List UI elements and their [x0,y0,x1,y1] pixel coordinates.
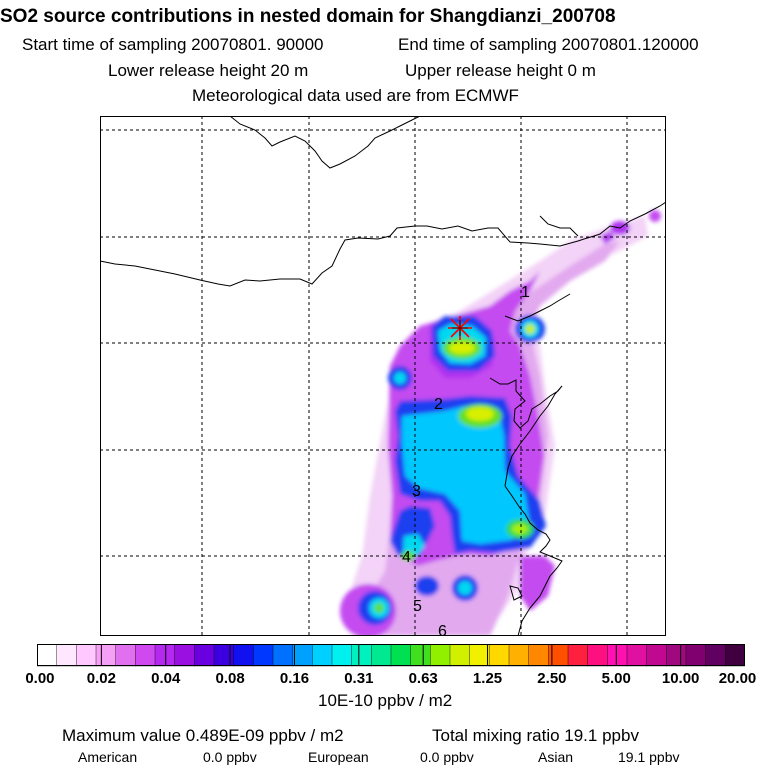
colorbar-cell [567,644,589,667]
lower-release-label: Lower release height 20 m [108,61,309,80]
region-label-6: 6 [438,623,447,636]
colorbar-cell [489,644,510,667]
colorbar-cell [410,644,431,667]
map-frame [100,116,666,636]
colorbar-tick-label: 0.04 [151,670,181,687]
colorbar-cell [646,644,667,667]
european-value: 0.0 ppbv [420,749,474,765]
colorbar-tick-label: 1.25 [472,670,503,687]
met-data-label: Meteorological data used are from ECMWF [192,86,519,105]
colorbar-cell [76,644,97,667]
region-label-5: 5 [413,598,422,615]
lat-lon-grid [100,116,666,636]
colorbar-cell [213,644,235,667]
end-time-label: End time of sampling 20070801.120000 [398,35,699,54]
colorbar-cell [312,644,333,667]
colorbar-cell [272,644,294,667]
colorbar-cell [292,644,313,667]
colorbar-tick-label: 10.00 [661,670,700,687]
colorbar-cell [430,644,451,667]
region-label-1: 1 [521,284,530,301]
colorbar-cell [449,644,471,667]
american-label: American [78,749,138,765]
colorbar-unit: 10E-10 ppbv / m2 [318,691,453,710]
colorbar-tick-label: 0.16 [279,670,310,687]
colorbar-tick-label: 0.02 [86,670,116,687]
colorbar-cell [705,644,726,667]
colorbar-tick-label: 0.31 [344,670,374,687]
colorbar-tick-label: 0.08 [215,670,245,687]
region-label-4: 4 [402,549,411,566]
coastline [100,116,666,636]
colorbar-cell [685,644,707,667]
page-title: SO2 source contributions in nested domai… [0,6,616,27]
asian-label: Asian [538,749,574,765]
american-value: 0.0 ppbv [203,749,257,765]
colorbar-cell [469,644,490,667]
total-mixing-label: Total mixing ratio 19.1 ppbv [432,726,639,745]
colorbar-cell [233,644,254,667]
colorbar-cell [194,644,215,667]
colorbar-cell [626,644,648,667]
colorbar-cell [508,644,530,667]
start-time-label: Start time of sampling 20070801. 90000 [22,35,324,54]
max-value-label: Maximum value 0.489E-09 ppbv / m2 [62,726,344,745]
colorbar-cell [253,644,274,667]
colorbar-cell [174,644,195,667]
region-label-3: 3 [412,483,421,500]
colorbar [37,644,745,667]
colorbar-cell [135,644,156,667]
colorbar-cell [56,644,77,667]
colorbar-cell [607,644,628,667]
european-label: European [308,749,369,765]
region-label-2: 2 [434,396,443,413]
concentration-field [340,210,661,636]
colorbar-cell [37,644,58,667]
colorbar-cell [371,644,392,667]
colorbar-cell [115,644,136,667]
colorbar-cell [331,644,353,667]
colorbar-tick-label: 20.00 [718,670,757,687]
colorbar-cell [666,644,687,667]
colorbar-cell [351,644,372,667]
map-panel: 1 2 3 4 5 6 [100,116,666,636]
colorbar-cell [548,644,569,667]
colorbar-cell [390,644,412,667]
colorbar-cell [587,644,608,667]
colorbar-cell [95,644,117,667]
asian-value: 19.1 ppbv [618,749,680,765]
colorbar-cell [725,644,745,667]
upper-release-label: Upper release height 0 m [405,61,596,80]
colorbar-cell [528,644,549,667]
colorbar-tick-label: 0.63 [408,670,438,687]
colorbar-tick-label: 2.50 [537,670,567,687]
colorbar-tick-label: 0.00 [25,670,55,687]
colorbar-cell [154,644,176,667]
colorbar-tick-label: 5.00 [601,670,631,687]
